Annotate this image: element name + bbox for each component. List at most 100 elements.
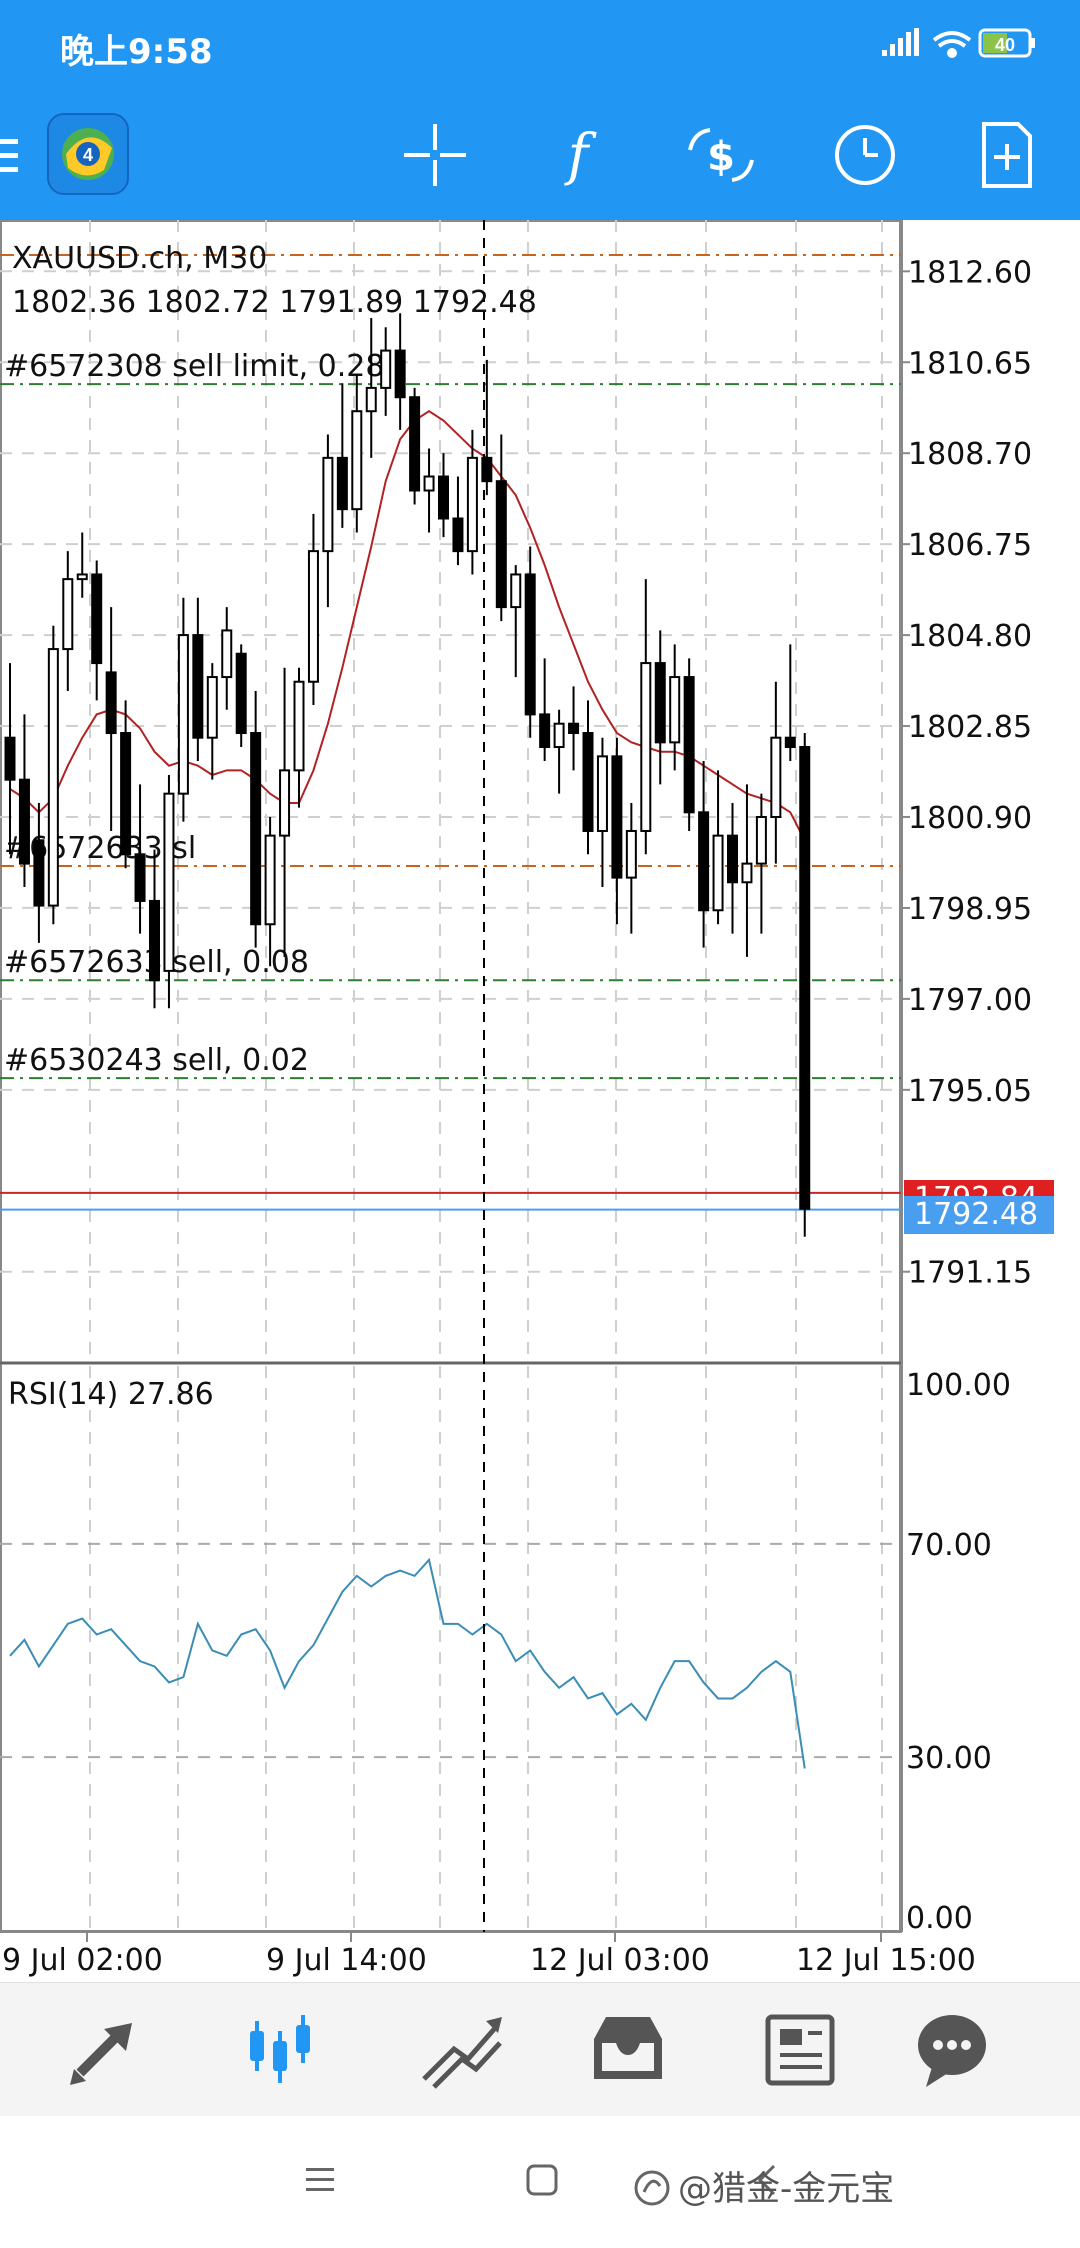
svg-text:@猎金-金元宝: @猎金-金元宝 — [678, 2169, 894, 2209]
candle-body-down — [235, 652, 247, 735]
price-chart[interactable]: #6572308 sell limit, 0.28#6572633 sl#657… — [0, 220, 1080, 1982]
candle-body-down — [134, 853, 146, 902]
candle-body-up — [669, 676, 681, 744]
candle — [134, 784, 146, 934]
wifi-icon — [932, 31, 972, 58]
candle — [322, 434, 334, 608]
symbol-label: XAUUSD.ch, M30 — [12, 241, 267, 276]
indicators-icon[interactable]: f — [535, 112, 621, 198]
candle — [596, 737, 608, 887]
rsi-tick-label: 30.00 — [906, 1741, 992, 1776]
home-button[interactable] — [522, 2160, 562, 2205]
price-tick-label: 1800.90 — [908, 801, 1032, 836]
candle — [553, 709, 565, 794]
candle — [784, 644, 796, 762]
candle — [712, 770, 724, 925]
candle-body-up — [206, 676, 218, 739]
chat-tab-icon[interactable] — [902, 2003, 1002, 2093]
moving-average-line — [9, 410, 806, 841]
candle — [351, 373, 363, 533]
candle — [120, 700, 132, 869]
candle-body-up — [264, 834, 276, 926]
timeframe-icon[interactable] — [822, 112, 908, 198]
candle — [163, 775, 175, 1009]
time-tick-label: 12 Jul 03:00 — [530, 1943, 710, 1978]
battery-icon: 40 — [978, 28, 1035, 58]
candle-body-up — [62, 578, 74, 651]
candle — [62, 551, 74, 692]
crosshair-icon[interactable] — [392, 112, 478, 198]
order-label: #6530243 sell, 0.02 — [4, 1043, 309, 1078]
bid-price-badge: 1792.48 — [904, 1196, 1054, 1234]
candle — [235, 644, 247, 748]
price-tick-label: 1797.00 — [908, 983, 1032, 1018]
candle-body-up — [47, 648, 59, 907]
candle-body-down — [250, 732, 262, 926]
candle — [510, 565, 522, 678]
menu-icon[interactable] — [0, 112, 40, 198]
trade-tab-icon[interactable] — [410, 2003, 510, 2093]
back-button[interactable] — [752, 2160, 782, 2205]
new-order-icon[interactable] — [964, 112, 1050, 198]
candle — [727, 802, 738, 934]
candle-body-down — [18, 778, 30, 865]
status-icons: 40 — [880, 26, 1040, 71]
price-tick-label: 1802.85 — [908, 710, 1032, 745]
candle — [105, 607, 117, 831]
history-tab-icon[interactable] — [578, 2003, 678, 2093]
candle — [192, 597, 204, 762]
candle — [149, 849, 160, 1009]
candle-body-down — [192, 634, 204, 739]
candle-body-up — [163, 792, 175, 972]
candle — [4, 663, 16, 855]
candle-body-down — [91, 573, 103, 665]
top-toolbar: 4 f $ — [0, 90, 1080, 220]
candle-body-up — [466, 456, 478, 553]
quotes-tab-icon[interactable] — [60, 2003, 160, 2093]
candle — [799, 733, 811, 1237]
candle — [409, 387, 421, 505]
candle-body-up — [76, 573, 88, 581]
candle — [76, 532, 88, 598]
candle — [264, 816, 276, 967]
candle-body-down — [105, 671, 117, 735]
candle-body-down — [727, 834, 738, 884]
time-tick-label: 9 Jul 02:00 — [2, 1943, 163, 1978]
chart-tab-icon[interactable] — [230, 2003, 330, 2093]
candle — [365, 317, 377, 458]
signal-icon — [882, 28, 919, 56]
price-tick-label: 1810.65 — [908, 346, 1032, 381]
recents-button[interactable] — [300, 2160, 340, 2205]
candle-body-down — [336, 456, 348, 511]
order-label: #6572308 sell limit, 0.28 — [4, 349, 384, 384]
candle-body-up — [553, 722, 565, 749]
candle — [755, 793, 767, 934]
candle — [206, 663, 218, 780]
candle — [495, 434, 507, 622]
candle-body-up — [510, 573, 522, 609]
svg-text:4: 4 — [83, 145, 93, 165]
app-logo-icon[interactable]: 4 — [46, 112, 132, 198]
rsi-tick-label: 100.00 — [906, 1368, 1011, 1403]
price-tick-label: 1808.70 — [908, 437, 1032, 472]
candle — [654, 630, 666, 785]
candle-body-up — [770, 736, 782, 818]
symbol-icon[interactable]: $ — [678, 112, 764, 198]
chart-area[interactable]: #6572308 sell limit, 0.28 #6572633 sl #657… — [0, 220, 1080, 1982]
price-tick-label: 1791.15 — [908, 1256, 1032, 1291]
candle-body-down — [438, 475, 449, 520]
candle — [380, 327, 392, 416]
candle-body-up — [640, 662, 652, 832]
candle — [221, 607, 233, 710]
ohlc-label: 1802.36 1802.72 1791.89 1792.48 — [12, 285, 537, 320]
news-tab-icon[interactable] — [750, 2003, 850, 2093]
candle-body-down — [799, 746, 811, 1210]
candle — [394, 313, 406, 430]
candle-body-up — [380, 349, 392, 389]
candle-body-down — [784, 736, 796, 749]
candle — [18, 714, 30, 887]
candle — [452, 476, 464, 566]
candle-body-up — [322, 456, 334, 553]
watermark: @猎金-金元宝 — [630, 2166, 1070, 2219]
candle-body-up — [596, 755, 608, 832]
